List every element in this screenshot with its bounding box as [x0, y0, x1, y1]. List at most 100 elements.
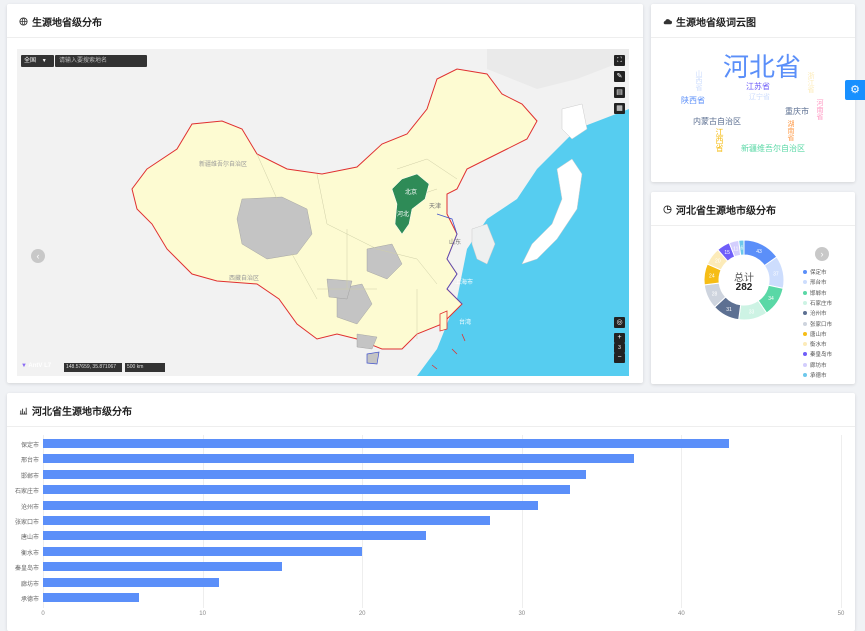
bar-card: 河北省生源地市级分布 — [7, 393, 855, 631]
legend-label: 张家口市 — [810, 321, 833, 328]
y-tick-label: 廊坊市 — [20, 581, 39, 588]
word-henan: 河南省 — [816, 99, 823, 120]
layer-icon[interactable]: ▤ — [614, 87, 625, 98]
grid-icon[interactable]: ▦ — [614, 103, 625, 114]
y-tick-label: 沧州市 — [20, 504, 39, 511]
region-select[interactable]: 全国 ▼ — [21, 55, 54, 67]
fullscreen-icon[interactable]: ⛶ — [614, 55, 625, 66]
legend-item[interactable]: 廊坊市 — [803, 361, 827, 369]
legend-item[interactable]: 邯郸市 — [803, 289, 827, 297]
bar[interactable] — [43, 469, 586, 479]
bar[interactable] — [43, 500, 538, 510]
legend-label: 廊坊市 — [810, 362, 827, 369]
legend-label: 秦皇岛市 — [810, 352, 833, 359]
china-map[interactable]: 新疆维吾尔自治区 西藏自治区 河北 北京 天津 山东 上海市 台湾 全国 ▼ 请… — [17, 49, 629, 376]
scale-bar: 500 km — [125, 363, 165, 372]
legend-label: 衡水市 — [810, 342, 827, 349]
bar[interactable] — [43, 577, 219, 587]
map-label-hebei: 河北 — [397, 212, 410, 218]
legend-dot — [803, 331, 807, 336]
bar-card-title: 河北省生源地市级分布 — [19, 403, 132, 418]
x-tick-label: 20 — [358, 611, 366, 618]
bar[interactable] — [43, 454, 634, 464]
donut-card-title: 河北省生源地市级分布 — [663, 202, 776, 217]
cloud-icon — [663, 19, 672, 25]
word-liaoning: 辽宁省 — [749, 94, 770, 101]
donut-card: 河北省生源地市级分布 — [651, 192, 855, 384]
legend-item[interactable]: 秦皇岛市 — [803, 350, 832, 358]
legend-item[interactable]: 衡水市 — [803, 340, 827, 348]
y-tick-label: 衡水市 — [20, 550, 39, 557]
word-shanxi: 山西省 — [695, 70, 702, 91]
bar[interactable] — [43, 516, 490, 525]
zoom-in-button[interactable]: + — [614, 333, 625, 343]
draw-icon[interactable]: ✎ — [614, 71, 625, 82]
locate-icon[interactable]: ◎ — [614, 317, 625, 328]
word-hunan: 湖南省 — [787, 120, 794, 141]
legend-dot — [803, 290, 807, 295]
legend-label: 承德市 — [810, 373, 827, 379]
chevron-right-icon[interactable]: › — [815, 247, 829, 261]
settings-button[interactable]: ⚙ — [845, 80, 865, 100]
chevron-left-icon[interactable]: ‹ — [31, 249, 45, 263]
y-tick-label: 邢台市 — [20, 458, 39, 465]
map-label-shandong: 山东 — [449, 240, 462, 246]
legend-item[interactable]: 沧州市 — [803, 309, 827, 317]
chevron-down-icon: ▼ — [41, 58, 47, 64]
legend-dot — [803, 352, 807, 357]
legend-dot — [803, 362, 807, 367]
x-tick-label: 40 — [678, 611, 685, 618]
map-label-xizang: 西藏自治区 — [229, 276, 260, 282]
map-card-title: 生源地省级分布 — [19, 14, 102, 29]
word-hebei: 河北省 — [723, 52, 802, 82]
word-jiangxi: 江西省 — [715, 128, 724, 152]
legend-item[interactable]: 唐山市 — [803, 330, 827, 338]
legend-label: 唐山市 — [810, 331, 827, 338]
y-tick-label: 张家口市 — [14, 520, 39, 526]
map-label-shanghai: 上海市 — [455, 280, 474, 286]
legend-label: 邯郸市 — [810, 290, 827, 297]
word-jiangsu: 江苏省 — [746, 82, 770, 91]
y-tick-label: 秦皇岛市 — [14, 566, 39, 573]
x-tick-label: 50 — [837, 611, 845, 618]
legend-item[interactable]: 承德市 — [803, 371, 827, 379]
x-tick-label: 0 — [41, 611, 45, 618]
bar[interactable] — [43, 531, 427, 541]
gridline — [681, 435, 683, 609]
zoom-level: 3 — [614, 343, 625, 353]
y-tick-label: 石家庄市 — [14, 489, 39, 496]
legend-item[interactable]: 保定市 — [803, 268, 827, 276]
antv-logo-icon: ▼ — [21, 363, 27, 369]
word-chongqing: 重庆市 — [785, 107, 809, 116]
map-label-tianjin: 天津 — [429, 204, 442, 210]
word-xinjiang: 新疆维吾尔自治区 — [741, 144, 805, 153]
y-tick-label: 邯郸市 — [20, 473, 39, 480]
antv-logo: ▼ AntV L7 — [21, 363, 52, 369]
legend-dot — [803, 280, 807, 285]
legend-label: 石家庄市 — [810, 300, 833, 307]
zoom-out-button[interactable]: − — [614, 353, 625, 363]
legend-dot — [803, 311, 807, 316]
wordcloud-card-title: 生源地省级词云图 — [663, 14, 756, 29]
bar-chart-icon — [19, 407, 28, 415]
legend-dot — [803, 270, 807, 274]
legend-item[interactable]: 张家口市 — [803, 320, 832, 328]
gear-icon: ⚙ — [850, 84, 860, 96]
y-tick-label: 唐山市 — [20, 535, 39, 542]
bar[interactable] — [43, 562, 283, 572]
pie-chart-icon — [663, 205, 672, 214]
x-tick-label: 10 — [199, 611, 206, 618]
map-label-xinjiang: 新疆维吾尔自治区 — [199, 162, 248, 168]
legend-label: 保定市 — [810, 270, 827, 276]
legend-item[interactable]: 邢台市 — [803, 278, 827, 286]
map-search-input[interactable]: 请输入要搜索地名 — [55, 55, 147, 67]
bar[interactable] — [43, 593, 139, 602]
map-label-beijing: 北京 — [405, 190, 418, 196]
bar[interactable] — [43, 485, 570, 495]
word-shaanxi: 陕西省 — [681, 96, 705, 105]
map-canvas[interactable] — [17, 49, 629, 376]
legend-dot — [803, 342, 807, 347]
bar[interactable] — [43, 439, 730, 448]
bar[interactable] — [43, 546, 363, 556]
legend-item[interactable]: 石家庄市 — [803, 299, 832, 307]
